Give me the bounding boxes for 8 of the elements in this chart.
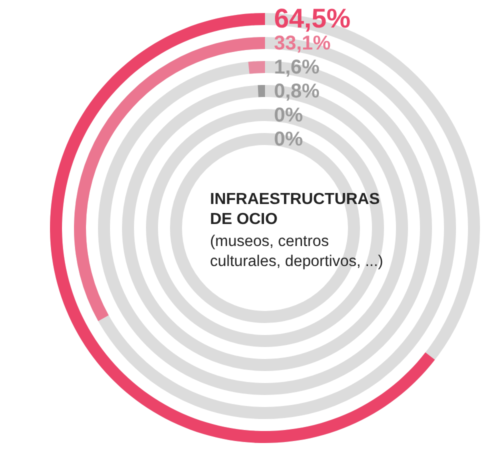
- text: INFRAESTRUCTURAS DE OCIO: [210, 190, 381, 230]
- data-label: 0,8%: [274, 80, 320, 103]
- data-label: 0%: [274, 128, 304, 151]
- data-label: 0%: [274, 104, 304, 127]
- data-label: 64,5%: [274, 3, 351, 34]
- text: (museos, centros culturales, deportivos, ...): [210, 232, 384, 272]
- data-label: 33,1%: [274, 32, 331, 55]
- data-label: 1,6%: [274, 56, 320, 79]
